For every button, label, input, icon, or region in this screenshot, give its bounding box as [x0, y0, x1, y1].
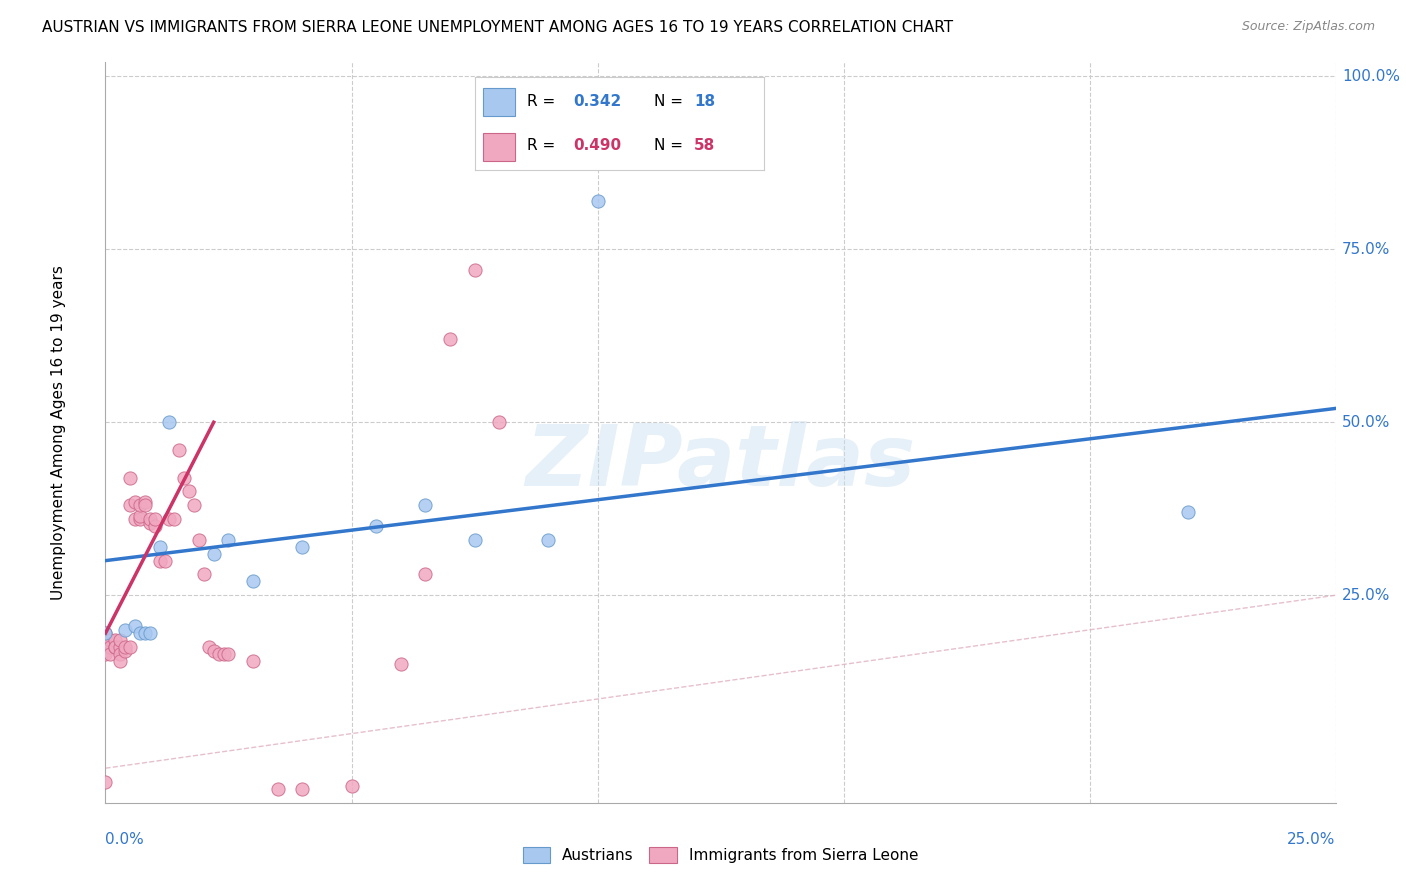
Point — [120, 640, 141, 654]
Point — [94, 643, 117, 657]
Text: Source: ZipAtlas.com: Source: ZipAtlas.com — [1241, 20, 1375, 33]
Point — [413, 567, 436, 582]
Point — [208, 647, 231, 661]
Point — [366, 519, 388, 533]
Point — [94, 637, 117, 651]
Point — [138, 516, 162, 530]
Point — [129, 508, 152, 523]
Text: ZIPatlas: ZIPatlas — [526, 421, 915, 504]
Point — [120, 470, 141, 484]
Point — [110, 640, 132, 654]
Point — [104, 640, 127, 654]
Point — [193, 567, 215, 582]
Point — [413, 498, 436, 512]
Point — [134, 498, 156, 512]
Point — [134, 495, 156, 509]
Text: 100.0%: 100.0% — [1341, 69, 1400, 84]
Point — [114, 643, 136, 657]
Point — [169, 442, 191, 457]
Point — [218, 533, 240, 547]
Point — [98, 633, 122, 648]
Point — [110, 654, 132, 668]
Point — [143, 512, 166, 526]
Legend: Austrians, Immigrants from Sierra Leone: Austrians, Immigrants from Sierra Leone — [516, 841, 925, 869]
Point — [153, 554, 176, 568]
Point — [129, 498, 152, 512]
Point — [104, 640, 127, 654]
Point — [202, 643, 225, 657]
Point — [120, 498, 141, 512]
Point — [267, 781, 290, 796]
Point — [124, 495, 146, 509]
Point — [340, 779, 363, 793]
Point — [488, 415, 510, 429]
Point — [138, 626, 162, 640]
Point — [439, 332, 461, 346]
Point — [159, 415, 180, 429]
Point — [138, 512, 162, 526]
Point — [129, 512, 152, 526]
Point — [464, 533, 486, 547]
Point — [183, 498, 205, 512]
Point — [179, 484, 201, 499]
Point — [291, 540, 314, 554]
Point — [159, 512, 180, 526]
Point — [98, 640, 122, 654]
Point — [94, 626, 117, 640]
Point — [124, 619, 146, 633]
Point — [110, 633, 132, 648]
Point — [291, 781, 314, 796]
Text: 50.0%: 50.0% — [1341, 415, 1391, 430]
Point — [94, 640, 117, 654]
Point — [149, 540, 172, 554]
Point — [98, 647, 122, 661]
Point — [389, 657, 412, 672]
Point — [114, 623, 136, 637]
Point — [134, 626, 156, 640]
Point — [143, 519, 166, 533]
Text: 25.0%: 25.0% — [1341, 588, 1391, 603]
Point — [242, 574, 264, 589]
Point — [104, 633, 127, 648]
Point — [1177, 505, 1199, 519]
Point — [163, 512, 186, 526]
Text: 75.0%: 75.0% — [1341, 242, 1391, 257]
Point — [94, 626, 117, 640]
Point — [202, 547, 225, 561]
Point — [114, 640, 136, 654]
Text: 0.0%: 0.0% — [105, 832, 145, 847]
Point — [173, 470, 195, 484]
Point — [149, 554, 172, 568]
Point — [537, 533, 560, 547]
Point — [110, 647, 132, 661]
Point — [464, 263, 486, 277]
Point — [124, 512, 146, 526]
Point — [212, 647, 235, 661]
Point — [218, 647, 240, 661]
Point — [188, 533, 211, 547]
Point — [94, 775, 117, 789]
Text: Unemployment Among Ages 16 to 19 years: Unemployment Among Ages 16 to 19 years — [51, 265, 66, 600]
Text: AUSTRIAN VS IMMIGRANTS FROM SIERRA LEONE UNEMPLOYMENT AMONG AGES 16 TO 19 YEARS : AUSTRIAN VS IMMIGRANTS FROM SIERRA LEONE… — [42, 20, 953, 35]
Point — [586, 194, 609, 208]
Point — [98, 637, 122, 651]
Point — [242, 654, 264, 668]
Point — [129, 626, 152, 640]
Point — [197, 640, 219, 654]
Text: 25.0%: 25.0% — [1288, 832, 1336, 847]
Point — [94, 630, 117, 644]
Point — [94, 647, 117, 661]
